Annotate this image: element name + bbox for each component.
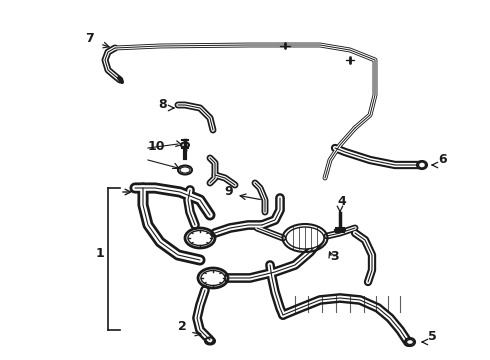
Text: 4: 4 bbox=[337, 195, 346, 208]
Ellipse shape bbox=[201, 270, 225, 285]
Text: 6: 6 bbox=[438, 153, 446, 166]
Ellipse shape bbox=[188, 230, 212, 246]
Text: 1: 1 bbox=[96, 247, 105, 260]
Text: 7: 7 bbox=[85, 32, 94, 45]
Ellipse shape bbox=[418, 162, 425, 168]
Text: 8: 8 bbox=[158, 98, 167, 111]
Ellipse shape bbox=[286, 227, 324, 249]
Ellipse shape bbox=[407, 339, 414, 345]
Text: 9: 9 bbox=[224, 185, 233, 198]
Text: 3: 3 bbox=[330, 250, 339, 263]
Text: 2: 2 bbox=[178, 320, 187, 333]
Text: 5: 5 bbox=[428, 330, 437, 343]
Text: 10: 10 bbox=[148, 140, 166, 153]
